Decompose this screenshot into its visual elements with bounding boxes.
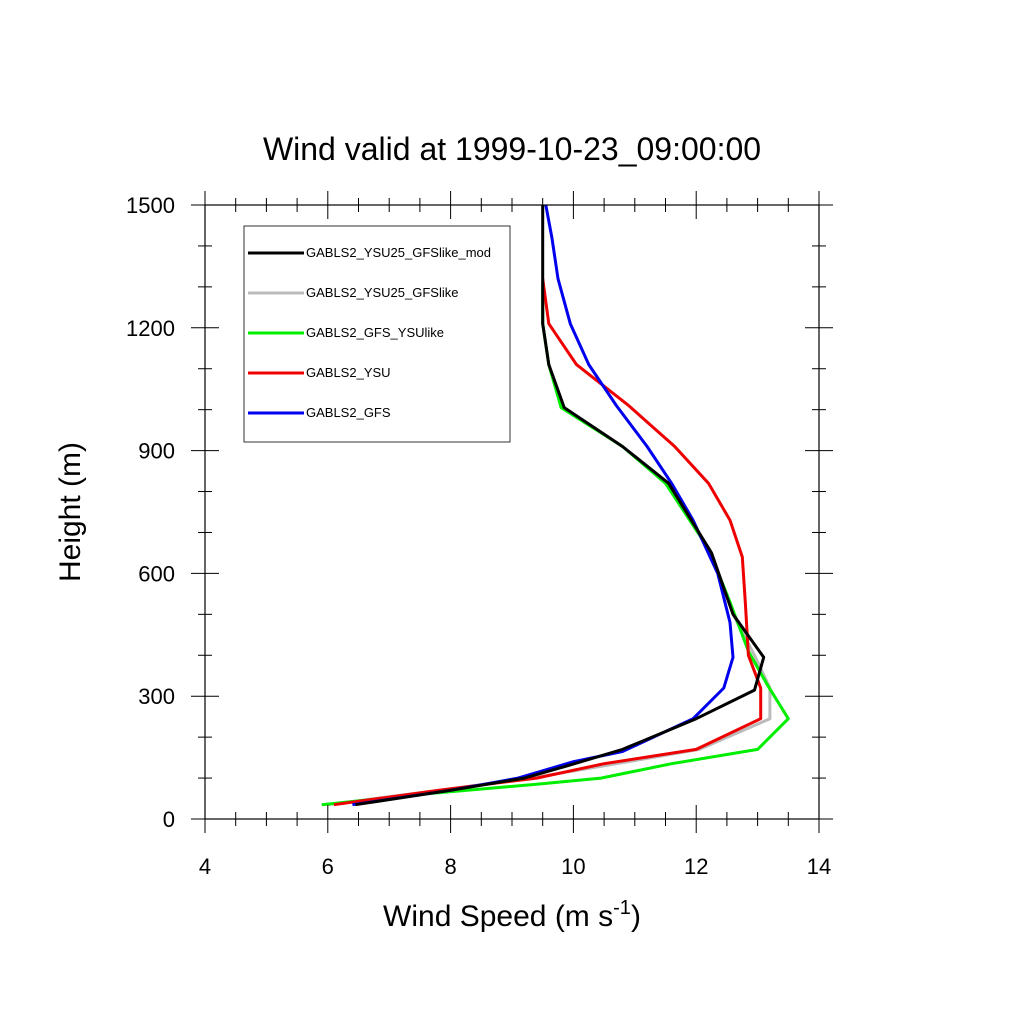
x-axis-title-sup: -1 bbox=[613, 897, 631, 919]
y-axis-ticks: 0 300 600 900 1200 1500 bbox=[126, 193, 833, 832]
x-axis-ticks: 4 6 8 10 12 14 bbox=[199, 191, 831, 879]
series-group bbox=[321, 204, 790, 807]
y-axis-title: Height (m) bbox=[54, 442, 87, 582]
x-tick-label: 12 bbox=[684, 854, 708, 879]
x-tick-label: 4 bbox=[199, 854, 211, 879]
y-tick-label: 900 bbox=[138, 439, 175, 464]
x-tick-label: 6 bbox=[322, 854, 334, 879]
y-tick-label: 600 bbox=[138, 561, 175, 586]
chart-title: Wind valid at 1999-10-23_09:00:00 bbox=[263, 131, 761, 167]
legend-label-3: GABLS2_YSU bbox=[306, 365, 391, 380]
x-axis-title: Wind Speed (m s-1) bbox=[383, 897, 641, 933]
y-tick-label: 0 bbox=[163, 807, 175, 832]
series-line-3 bbox=[333, 278, 763, 807]
legend-label-2: GABLS2_GFS_YSUlike bbox=[306, 325, 444, 340]
legend-label-1: GABLS2_YSU25_GFSlike bbox=[306, 285, 458, 300]
y-tick-label: 1500 bbox=[126, 193, 175, 218]
legend-label-4: GABLS2_GFS bbox=[306, 405, 391, 420]
series-line-0 bbox=[355, 205, 766, 807]
x-axis-title-main: Wind Speed (m s bbox=[383, 900, 613, 933]
x-tick-label: 10 bbox=[561, 854, 585, 879]
y-tick-label: 300 bbox=[138, 684, 175, 709]
x-tick-label: 14 bbox=[807, 854, 831, 879]
x-axis-title-tail: ) bbox=[631, 900, 641, 933]
y-tick-label: 1200 bbox=[126, 316, 175, 341]
x-tick-label: 8 bbox=[444, 854, 456, 879]
legend-label-0: GABLS2_YSU25_GFSlike_mod bbox=[306, 245, 491, 260]
legend: GABLS2_YSU25_GFSlike_mod GABLS2_YSU25_GFS… bbox=[243, 225, 511, 443]
